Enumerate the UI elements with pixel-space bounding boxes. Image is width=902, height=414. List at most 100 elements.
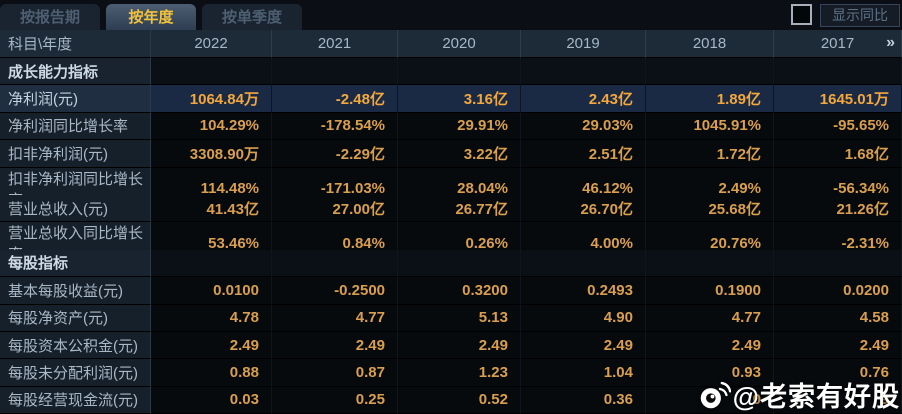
- year-header-2020: 2020: [398, 30, 521, 58]
- table-cell: 26.77亿: [398, 194, 521, 223]
- table-cell: 1.72亿: [646, 140, 774, 168]
- table-cell: 4.78: [151, 304, 272, 332]
- table-cell: 0: [646, 386, 774, 414]
- table-cell: 0.52: [398, 386, 521, 414]
- row-label: 营业总收入(元): [0, 194, 151, 223]
- show-yoy-label[interactable]: 显示同比: [820, 4, 900, 27]
- row-label: 基本每股收益(元): [0, 277, 151, 305]
- table-row-total-revenue-yoy[interactable]: 营业总收入同比增长率 53.46% 0.84% 0.26% 4.00% 20.7…: [0, 222, 902, 266]
- table-cell: -178.54%: [272, 112, 398, 141]
- table-cell: 9: [774, 386, 902, 414]
- table-cell: 0.88: [151, 359, 272, 387]
- table-cell: [272, 249, 398, 278]
- row-label: 成长能力指标: [0, 58, 151, 86]
- table-cell: [646, 249, 774, 278]
- table-row-section-per-share: 每股指标: [0, 249, 902, 278]
- table-row-net-profit-yoy[interactable]: 净利润同比增长率 104.29% -178.54% 29.91% 29.03% …: [0, 112, 902, 141]
- table-cell: [398, 58, 521, 86]
- table-cell: 2.43亿: [521, 85, 646, 113]
- table-cell: 2.49: [398, 331, 521, 360]
- table-cell: 4.77: [646, 304, 774, 332]
- table-cell: 1.23: [398, 359, 521, 387]
- table-cell: 5.13: [398, 304, 521, 332]
- year-header-2018: 2018: [646, 30, 774, 58]
- table-cell: 0.25: [272, 386, 398, 414]
- table-cell: 0.3200: [398, 277, 521, 305]
- table-cell: 0.76: [774, 359, 902, 387]
- row-label: 每股净资产(元): [0, 304, 151, 332]
- table-cell: 4.77: [272, 304, 398, 332]
- table-cell: 1045.91%: [646, 112, 774, 141]
- table-row-undistributed-profit-per-share[interactable]: 每股未分配利润(元) 0.88 0.87 1.23 1.04 0.93 0.76: [0, 359, 902, 387]
- row-label: 每股指标: [0, 249, 151, 278]
- table-row-net-assets-per-share[interactable]: 每股净资产(元) 4.78 4.77 5.13 4.90 4.77 4.58: [0, 304, 902, 332]
- table-cell: [774, 58, 902, 86]
- year-header-2022: 2022: [151, 30, 272, 58]
- table-row-deducted-profit[interactable]: 扣非净利润(元) 3308.90万 -2.29亿 3.22亿 2.51亿 1.7…: [0, 140, 902, 168]
- table-cell: 26.70亿: [521, 194, 646, 223]
- tab-bar: 按报告期 按年度 按单季度 显示同比: [0, 0, 902, 30]
- more-years-icon[interactable]: »: [886, 34, 895, 51]
- row-label: 净利润同比增长率: [0, 112, 151, 141]
- table-cell: 3.22亿: [398, 140, 521, 168]
- table-cell: 27.00亿: [272, 194, 398, 223]
- table-cell: 1.89亿: [646, 85, 774, 113]
- table-cell: -2.48亿: [272, 85, 398, 113]
- row-label: 每股资本公积金(元): [0, 331, 151, 360]
- table-cell: 2.49: [646, 331, 774, 360]
- table-cell: 1.04: [521, 359, 646, 387]
- year-header-2017-label: 2017: [820, 35, 855, 52]
- table-cell: 21.26亿: [774, 194, 902, 223]
- tab-quarterly[interactable]: 按单季度: [202, 4, 302, 30]
- table-cell: 25.68亿: [646, 194, 774, 223]
- table-cell: [521, 58, 646, 86]
- year-header-2017: 2017 »: [774, 30, 902, 58]
- table-cell: [774, 249, 902, 278]
- table-cell: -95.65%: [774, 112, 902, 141]
- table-cell: 2.49: [151, 331, 272, 360]
- table-cell: 1.68亿: [774, 140, 902, 168]
- table-row-operating-cash-flow-per-share[interactable]: 每股经营现金流(元) 0.03 0.25 0.52 0.36 0 9: [0, 386, 902, 414]
- table-cell: 1645.01万: [774, 85, 902, 113]
- table-cell: 0.87: [272, 359, 398, 387]
- table-cell: [398, 249, 521, 278]
- table-cell: 0.03: [151, 386, 272, 414]
- year-header-2019: 2019: [521, 30, 646, 58]
- tab-annual[interactable]: 按年度: [106, 4, 196, 30]
- table-cell: 2.49: [774, 331, 902, 360]
- table-cell: 3308.90万: [151, 140, 272, 168]
- table-cell: 41.43亿: [151, 194, 272, 223]
- table-row-eps[interactable]: 基本每股收益(元) 0.0100 -0.2500 0.3200 0.2493 0…: [0, 277, 902, 305]
- table-cell: 2.49: [521, 331, 646, 360]
- corner-header: 科目\年度: [0, 30, 151, 58]
- table-cell: 0.0200: [774, 277, 902, 305]
- table-cell: 0.1900: [646, 277, 774, 305]
- table-row-capital-reserve-per-share[interactable]: 每股资本公积金(元) 2.49 2.49 2.49 2.49 2.49 2.49: [0, 331, 902, 360]
- table-cell: 2.51亿: [521, 140, 646, 168]
- table-row-total-revenue[interactable]: 营业总收入(元) 41.43亿 27.00亿 26.77亿 26.70亿 25.…: [0, 194, 902, 223]
- table-cell: 3.16亿: [398, 85, 521, 113]
- table-cell: [272, 58, 398, 86]
- table-cell: -2.29亿: [272, 140, 398, 168]
- show-yoy-checkbox[interactable]: [791, 4, 812, 25]
- table-cell: 1064.84万: [151, 85, 272, 113]
- table-cell: -0.2500: [272, 277, 398, 305]
- year-header-2021: 2021: [272, 30, 398, 58]
- table-cell: 4.58: [774, 304, 902, 332]
- table-cell: 2.49: [272, 331, 398, 360]
- table-cell: 0.93: [646, 359, 774, 387]
- row-label: 净利润(元): [0, 85, 151, 113]
- row-label: 每股经营现金流(元): [0, 386, 151, 414]
- table-row-deducted-profit-yoy[interactable]: 扣非净利润同比增长率 114.48% -171.03% 28.04% 46.12…: [0, 167, 902, 211]
- table-cell: 0.0100: [151, 277, 272, 305]
- table-row-net-profit[interactable]: 净利润(元) 1064.84万 -2.48亿 3.16亿 2.43亿 1.89亿…: [0, 85, 902, 113]
- row-label: 每股未分配利润(元): [0, 359, 151, 387]
- table-cell: [151, 58, 272, 86]
- row-label: 扣非净利润(元): [0, 140, 151, 168]
- table-cell: 0.2493: [521, 277, 646, 305]
- table-header-row: 科目\年度 2022 2021 2020 2019 2018 2017 »: [0, 30, 902, 58]
- tab-report-period[interactable]: 按报告期: [0, 4, 100, 30]
- table-cell: 104.29%: [151, 112, 272, 141]
- table-cell: [151, 249, 272, 278]
